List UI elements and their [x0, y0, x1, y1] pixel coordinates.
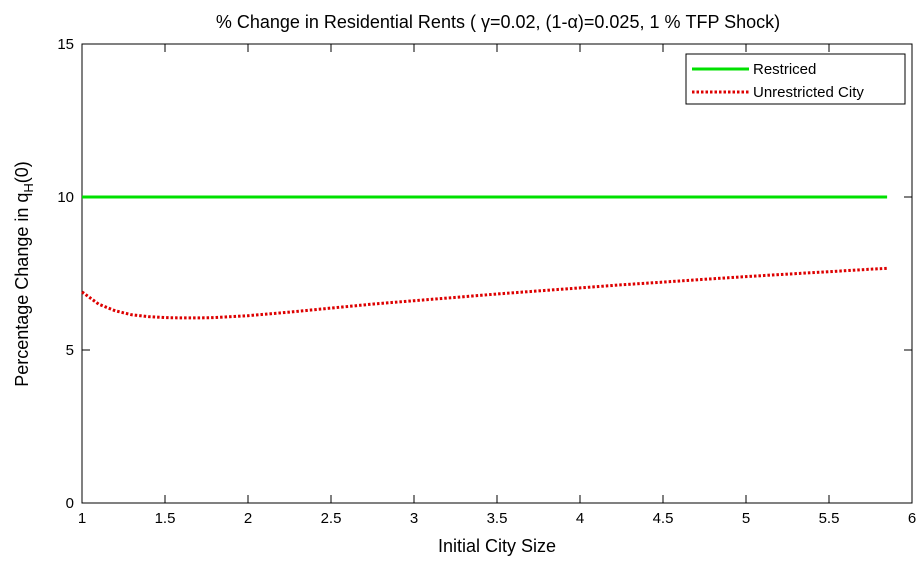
y-tick-label: 0: [66, 495, 74, 512]
x-tick-label: 1: [78, 510, 86, 527]
x-tick-label: 1.5: [155, 510, 176, 527]
x-tick-label: 4: [576, 510, 584, 527]
x-tick-label: 2: [244, 510, 252, 527]
legend: Restriced Unrestricted City: [685, 53, 906, 105]
x-axis-label: Initial City Size: [438, 536, 556, 556]
axis-ticks: [81, 43, 913, 504]
x-tick-label: 2.5: [321, 510, 342, 527]
x-tick-label: 6: [908, 510, 916, 527]
x-tick-label: 3.5: [487, 510, 508, 527]
y-axis-label: Percentage Change in qH(0): [12, 161, 36, 387]
legend-label-restricted: Restriced: [753, 61, 816, 78]
x-tick-label: 5.5: [819, 510, 840, 527]
x-tick-label: 4.5: [653, 510, 674, 527]
legend-box: [685, 53, 906, 105]
y-tick-label: 15: [57, 36, 74, 53]
series-lines: [81, 195, 888, 320]
chart-title: % Change in Residential Rents ( γ=0.02, …: [216, 12, 780, 32]
svg-text:Percentage Change in qH(0): Percentage Change in qH(0): [12, 161, 36, 387]
x-tick-label: 3: [410, 510, 418, 527]
x-tick-label: 5: [742, 510, 750, 527]
legend-label-unrestricted: Unrestricted City: [753, 84, 864, 101]
y-tick-label: 5: [66, 342, 74, 359]
y-tick-label: 10: [57, 189, 74, 206]
tick-labels: 1 1.5 2 2.5 3 3.5 4 4.5 5 5.5 6 0 5 10 15: [57, 36, 916, 527]
